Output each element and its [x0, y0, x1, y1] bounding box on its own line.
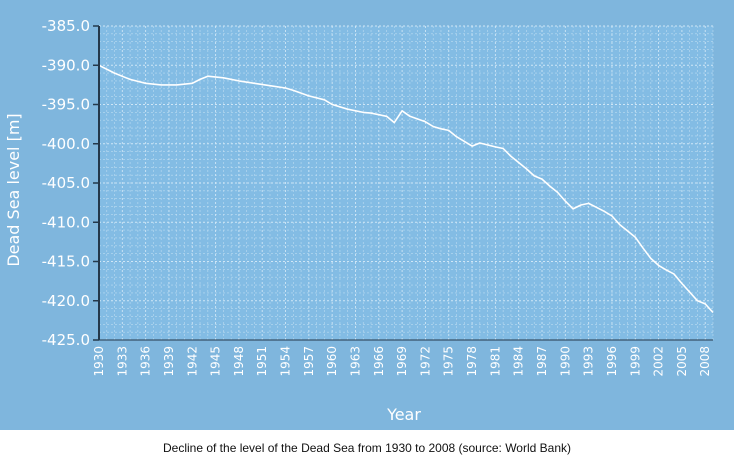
y-tick-label: -395.0: [42, 96, 90, 114]
x-axis-title: Year: [386, 405, 421, 424]
x-tick-label: 1954: [279, 346, 293, 377]
x-tick-label: 1975: [442, 346, 456, 377]
x-tick-label: 1990: [558, 346, 572, 377]
x-tick-label: 2005: [675, 346, 689, 377]
x-tick-label: 1945: [209, 346, 223, 377]
x-tick-label: 1963: [348, 346, 362, 377]
x-tick-label: 1936: [139, 346, 153, 377]
x-tick-label: 2008: [698, 346, 712, 377]
chart-panel: -385.0 -390.0 -395.0 -400.0 -405.0 -410.0 -415…: [0, 0, 734, 430]
x-axis-ticks: 1930 1933 1936 1939 1942 1945 1948 1951 1954 1957…: [92, 346, 712, 377]
x-tick-label: 1984: [512, 346, 526, 377]
x-tick-label: 1978: [465, 346, 479, 377]
x-tick-label: 1981: [488, 346, 502, 377]
x-tick-label: 1999: [628, 346, 642, 377]
grid-lines: [98, 25, 714, 341]
x-tick-label: 1996: [605, 346, 619, 377]
x-tick-label: 1969: [395, 346, 409, 377]
x-tick-label: 1987: [535, 346, 549, 377]
x-tick-label: 1957: [302, 346, 316, 377]
y-tick-label: -410.0: [42, 213, 90, 231]
y-tick-label: -390.0: [42, 56, 90, 74]
x-tick-label: 1960: [325, 346, 339, 377]
x-tick-label: 1948: [232, 346, 246, 377]
y-tick-label: -385.0: [42, 17, 90, 35]
y-axis-title: Dead Sea level [m]: [4, 113, 23, 266]
x-tick-label: 1993: [582, 346, 596, 377]
y-axis-ticks: -385.0 -390.0 -395.0 -400.0 -405.0 -410.0 -415…: [42, 17, 99, 349]
x-tick-label: 1951: [255, 346, 269, 377]
x-tick-label: 1966: [372, 346, 386, 377]
x-tick-label: 1939: [162, 346, 176, 377]
line-chart: -385.0 -390.0 -395.0 -400.0 -405.0 -410.0 -415…: [4, 17, 714, 424]
x-tick-label: 1942: [185, 346, 199, 377]
x-tick-label: 1930: [92, 346, 106, 377]
y-tick-label: -420.0: [42, 292, 90, 310]
y-tick-label: -415.0: [42, 253, 90, 271]
x-tick-label: 2002: [652, 346, 666, 377]
series-line-dead-sea-level: [98, 64, 714, 314]
y-tick-label: -405.0: [42, 174, 90, 192]
figure-caption: Decline of the level of the Dead Sea fro…: [162, 441, 571, 455]
x-tick-label: 1933: [115, 346, 129, 377]
y-tick-label: -425.0: [42, 331, 90, 349]
x-tick-label: 1972: [418, 346, 432, 377]
y-tick-label: -400.0: [42, 135, 90, 153]
